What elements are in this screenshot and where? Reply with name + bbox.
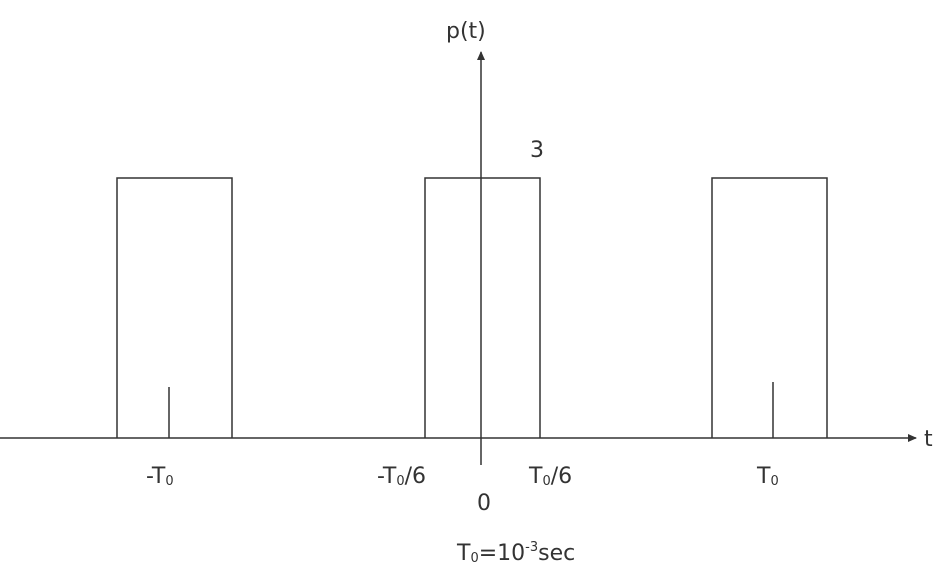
tick-label-neg-T0-over-6: -T0/6 (377, 464, 426, 489)
tick-label-T0-over-6: T0/6 (528, 464, 572, 489)
tick-label-T0: T0 (756, 464, 779, 489)
origin-label: 0 (477, 491, 491, 516)
pulse-right (711, 177, 828, 438)
pulse-center (424, 177, 541, 438)
period-caption: T0=10-3sec (456, 540, 575, 566)
y-axis-label: p(t) (446, 19, 486, 44)
tick-label-neg-T0: -T0 (146, 464, 174, 489)
amplitude-label: 3 (530, 138, 544, 163)
x-axis-label: t (924, 427, 933, 452)
pulse-left (116, 177, 233, 438)
